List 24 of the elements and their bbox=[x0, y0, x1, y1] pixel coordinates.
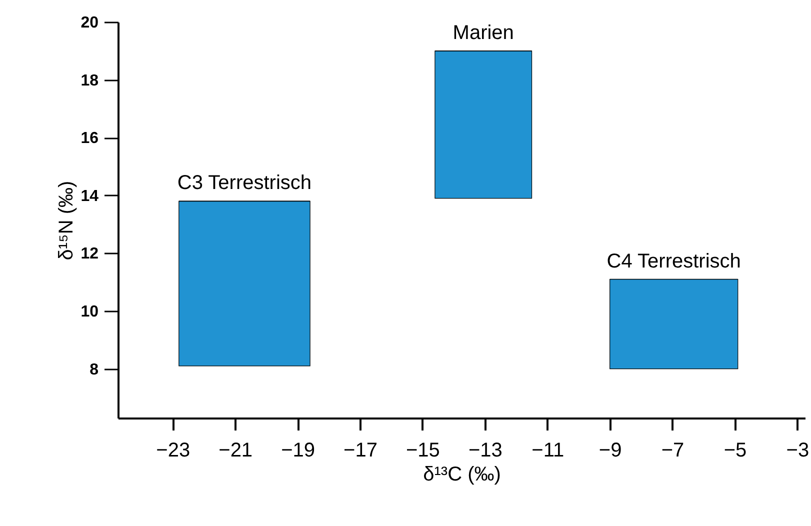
x-tick-label: −13 bbox=[468, 440, 502, 462]
x-tick-label: −7 bbox=[661, 440, 684, 462]
annotation: C4 Terrestrisch bbox=[606, 250, 741, 272]
y-tick-label: 10 bbox=[80, 304, 99, 321]
y-tick-label: 12 bbox=[80, 246, 99, 263]
y-tick-label: 18 bbox=[80, 72, 99, 90]
annotation: C3 Terrestrisch bbox=[177, 172, 312, 194]
annotation: Marien bbox=[452, 22, 514, 44]
y-tick-label: 16 bbox=[80, 130, 99, 148]
y-tick-label: 8 bbox=[90, 361, 99, 378]
y-axis-title: δ¹⁵N (‰) bbox=[56, 180, 78, 260]
x-tick-label: −19 bbox=[281, 440, 316, 462]
x-tick-label: −17 bbox=[344, 440, 378, 462]
x-tick-label: −5 bbox=[724, 440, 747, 462]
x-tick-label: −23 bbox=[156, 440, 190, 462]
x-tick-label: −3 bbox=[786, 440, 810, 462]
y-tick-label: 20 bbox=[80, 14, 99, 32]
x-tick-label: −9 bbox=[598, 440, 622, 462]
y-tick-label: 14 bbox=[80, 188, 99, 205]
bar bbox=[610, 278, 738, 370]
x-tick-label: −21 bbox=[218, 440, 253, 462]
x-tick-label: −11 bbox=[532, 440, 564, 462]
x-axis-title: δ¹³C (‰) bbox=[423, 464, 501, 486]
x-tick-label: −15 bbox=[406, 440, 440, 462]
